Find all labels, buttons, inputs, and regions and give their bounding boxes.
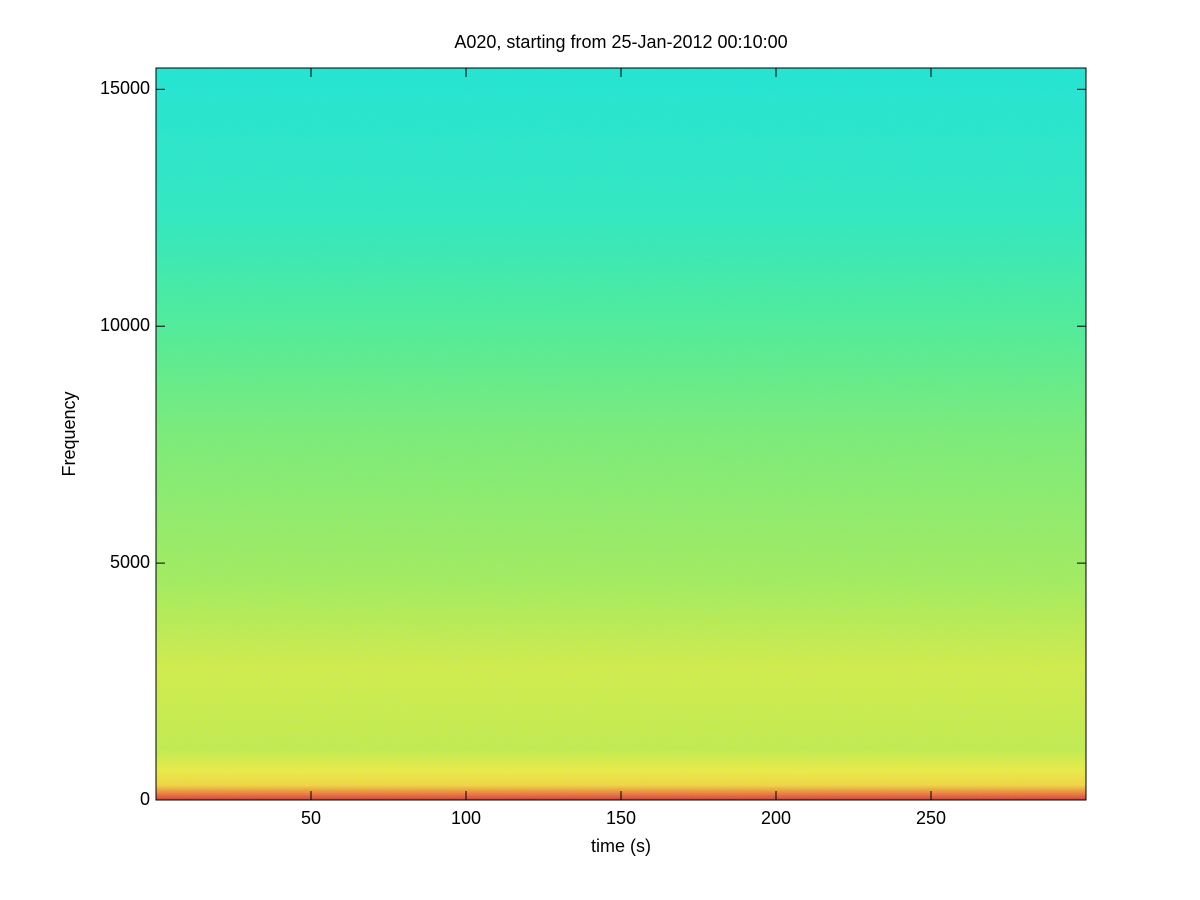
y-tick-label: 0 [140,789,150,809]
x-axis-label: time (s) [591,836,651,856]
y-tick-label: 5000 [110,552,150,572]
y-tick-label: 15000 [100,78,150,98]
x-tick-label: 150 [606,808,636,828]
y-axis-label: Frequency [59,391,79,476]
y-tick-label: 10000 [100,315,150,335]
x-tick-label: 200 [761,808,791,828]
spectrogram-image [156,68,1086,800]
x-tick-label: 50 [301,808,321,828]
x-tick-label: 100 [451,808,481,828]
chart-title: A020, starting from 25-Jan-2012 00:10:00 [454,32,787,52]
x-tick-label: 250 [916,808,946,828]
